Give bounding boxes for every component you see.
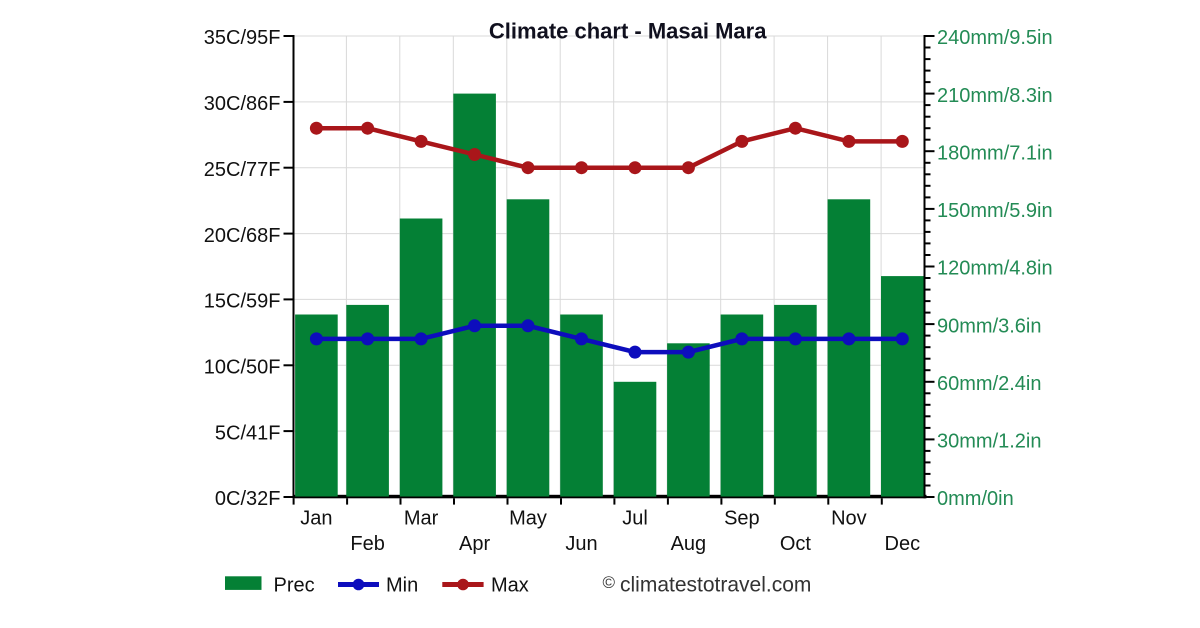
- svg-text:Dec: Dec: [885, 533, 921, 555]
- svg-text:climatestotravel.com: climatestotravel.com: [620, 573, 811, 596]
- svg-text:20C/68F: 20C/68F: [204, 225, 281, 247]
- svg-text:0mm/0in: 0mm/0in: [937, 488, 1014, 510]
- svg-text:210mm/8.3in: 210mm/8.3in: [937, 85, 1053, 107]
- svg-text:Jan: Jan: [300, 508, 332, 530]
- svg-text:0C/32F: 0C/32F: [215, 488, 281, 510]
- svg-text:35C/95F: 35C/95F: [204, 27, 281, 49]
- svg-text:Aug: Aug: [671, 533, 707, 555]
- svg-text:30C/86F: 30C/86F: [204, 93, 281, 115]
- svg-text:©: ©: [603, 573, 616, 592]
- svg-text:Max: Max: [491, 575, 529, 597]
- svg-text:25C/77F: 25C/77F: [204, 159, 281, 181]
- svg-text:30mm/1.2in: 30mm/1.2in: [937, 431, 1042, 453]
- svg-text:10C/50F: 10C/50F: [204, 357, 281, 379]
- svg-text:Apr: Apr: [459, 533, 490, 555]
- svg-text:Jun: Jun: [565, 533, 597, 555]
- svg-text:150mm/5.9in: 150mm/5.9in: [937, 200, 1053, 222]
- svg-text:120mm/4.8in: 120mm/4.8in: [937, 258, 1053, 280]
- svg-text:Min: Min: [386, 575, 418, 597]
- svg-text:240mm/9.5in: 240mm/9.5in: [937, 27, 1053, 49]
- svg-text:May: May: [509, 508, 547, 530]
- svg-text:180mm/7.1in: 180mm/7.1in: [937, 142, 1053, 164]
- svg-text:Prec: Prec: [274, 575, 315, 597]
- svg-text:5C/41F: 5C/41F: [215, 422, 281, 444]
- svg-text:15C/59F: 15C/59F: [204, 291, 281, 313]
- svg-text:Sep: Sep: [724, 508, 760, 530]
- svg-text:Nov: Nov: [831, 508, 867, 530]
- svg-text:Jul: Jul: [622, 508, 648, 530]
- svg-text:Climate chart - Masai Mara: Climate chart - Masai Mara: [489, 19, 767, 44]
- svg-text:Feb: Feb: [350, 533, 384, 555]
- svg-text:60mm/2.4in: 60mm/2.4in: [937, 373, 1042, 395]
- svg-text:90mm/3.6in: 90mm/3.6in: [937, 315, 1042, 337]
- svg-text:Oct: Oct: [780, 533, 812, 555]
- svg-text:Mar: Mar: [404, 508, 439, 530]
